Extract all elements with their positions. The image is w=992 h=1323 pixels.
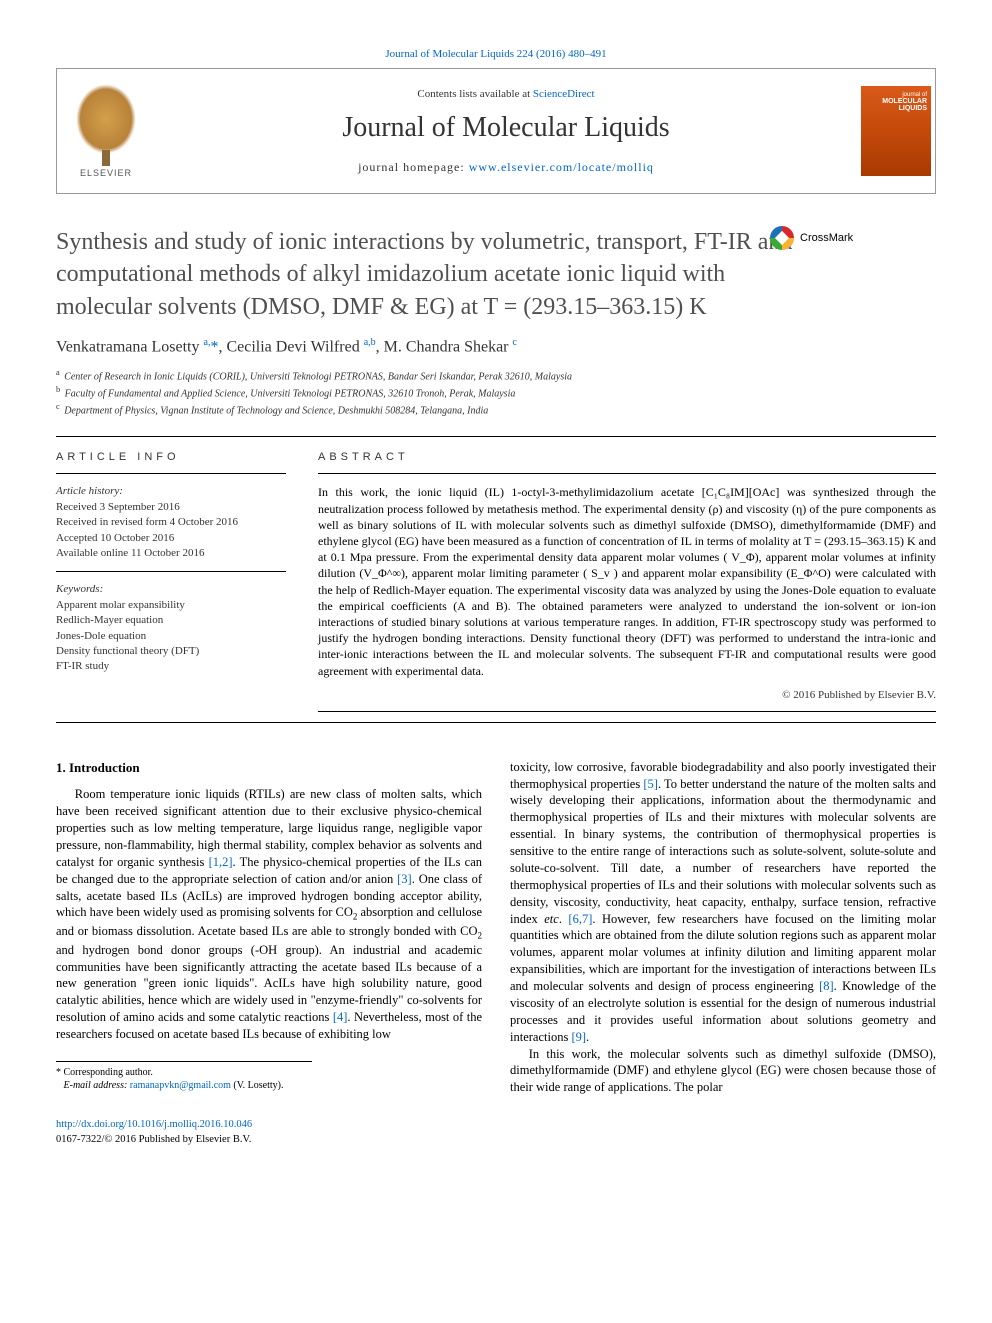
body-columns: 1. Introduction Room temperature ionic l…	[56, 759, 936, 1097]
history-label: Article history:	[56, 484, 286, 499]
article-info-column: article info Article history: Received 3…	[56, 437, 286, 721]
header-center: Contents lists available at ScienceDirec…	[151, 88, 861, 175]
title-block: CrossMark Synthesis and study of ionic i…	[56, 226, 936, 323]
running-header: Journal of Molecular Liquids 224 (2016) …	[56, 48, 936, 60]
cover-label-2: MOLECULAR LIQUIDS	[865, 98, 927, 112]
corr-name: (V. Losetty).	[233, 1080, 283, 1091]
keyword-item: Jones-Dole equation	[56, 629, 286, 644]
citation-link[interactable]: [4]	[333, 1010, 348, 1024]
intro-paragraph: Room temperature ionic liquids (RTILs) a…	[56, 786, 482, 1043]
abstract-column: abstract In this work, the ionic liquid …	[318, 437, 936, 721]
elsevier-logo: ELSEVIER	[61, 81, 151, 181]
rule-under-info-label	[56, 473, 286, 474]
corresponding-note: * Corresponding author. E-mail address: …	[56, 1061, 312, 1093]
keyword-item: Apparent molar expansibility	[56, 598, 286, 613]
intro-heading: 1. Introduction	[56, 759, 482, 777]
doi-link[interactable]: http://dx.doi.org/10.1016/j.molliq.2016.…	[56, 1119, 252, 1130]
journal-header-box: ELSEVIER Contents lists available at Sci…	[56, 68, 936, 194]
contents-line: Contents lists available at ScienceDirec…	[151, 88, 861, 100]
crossmark-icon	[770, 226, 794, 250]
history-received: Received 3 September 2016	[56, 500, 286, 515]
meta-row: article info Article history: Received 3…	[56, 437, 936, 721]
corr-email-link[interactable]: ramanapvkn@gmail.com	[130, 1080, 231, 1091]
article-info-label: article info	[56, 451, 286, 463]
body-column-right: toxicity, low corrosive, favorable biode…	[510, 759, 936, 1097]
keywords-label: Keywords:	[56, 582, 286, 597]
page-footer: http://dx.doi.org/10.1016/j.molliq.2016.…	[56, 1118, 936, 1147]
cover-thumbnail: journal of MOLECULAR LIQUIDS	[861, 86, 931, 176]
crossmark-label: CrossMark	[800, 232, 853, 244]
citation-link[interactable]: [5]	[643, 777, 658, 791]
elsevier-tree-icon	[76, 84, 136, 154]
abstract-label: abstract	[318, 451, 936, 463]
intro-paragraph: toxicity, low corrosive, favorable biode…	[510, 759, 936, 1046]
citation-link[interactable]: [1,2]	[209, 855, 233, 869]
citation-link[interactable]: [6,7]	[568, 912, 592, 926]
history-revised: Received in revised form 4 October 2016	[56, 515, 286, 530]
abstract-copyright: © 2016 Published by Elsevier B.V.	[318, 689, 936, 701]
citation-link[interactable]: [9]	[571, 1030, 586, 1044]
affiliations: a Center of Research in Ionic Liquids (C…	[56, 367, 936, 419]
contents-prefix: Contents lists available at	[417, 88, 532, 100]
rule-under-abstract	[318, 711, 936, 712]
citation-link[interactable]: [3]	[397, 872, 412, 886]
crossmark-badge[interactable]: CrossMark	[770, 226, 880, 250]
rule-below-meta	[56, 722, 936, 723]
affiliation-b: b Faculty of Fundamental and Applied Sci…	[56, 384, 936, 401]
keyword-item: FT-IR study	[56, 659, 286, 674]
corr-label: Corresponding author.	[64, 1067, 153, 1078]
affiliation-a: a Center of Research in Ionic Liquids (C…	[56, 367, 936, 384]
email-label: E-mail address:	[64, 1080, 128, 1091]
body-column-left: 1. Introduction Room temperature ionic l…	[56, 759, 482, 1097]
authors: Venkatramana Losetty a,*, Cecilia Devi W…	[56, 337, 936, 356]
issn-line: 0167-7322/© 2016 Published by Elsevier B…	[56, 1134, 251, 1145]
rule-under-abstract-label	[318, 473, 936, 474]
citation-link[interactable]: [8]	[819, 979, 834, 993]
homepage-prefix: journal homepage:	[358, 160, 469, 174]
history-online: Available online 11 October 2016	[56, 546, 286, 561]
keyword-item: Redlich-Mayer equation	[56, 613, 286, 628]
intro-paragraph: In this work, the molecular solvents suc…	[510, 1046, 936, 1097]
corr-star: *	[56, 1067, 61, 1078]
article-history: Article history: Received 3 September 20…	[56, 484, 286, 561]
affiliation-c: c Department of Physics, Vignan Institut…	[56, 401, 936, 418]
history-accepted: Accepted 10 October 2016	[56, 531, 286, 546]
homepage-line: journal homepage: www.elsevier.com/locat…	[151, 160, 861, 175]
journal-name: Journal of Molecular Liquids	[151, 112, 861, 144]
elsevier-label: ELSEVIER	[80, 168, 132, 178]
abstract-text: In this work, the ionic liquid (IL) 1-oc…	[318, 484, 936, 678]
sciencedirect-link[interactable]: ScienceDirect	[533, 88, 595, 100]
keywords-block: Keywords: Apparent molar expansibility R…	[56, 582, 286, 674]
keyword-item: Density functional theory (DFT)	[56, 644, 286, 659]
homepage-link[interactable]: www.elsevier.com/locate/molliq	[469, 160, 654, 174]
rule-under-history	[56, 571, 286, 572]
